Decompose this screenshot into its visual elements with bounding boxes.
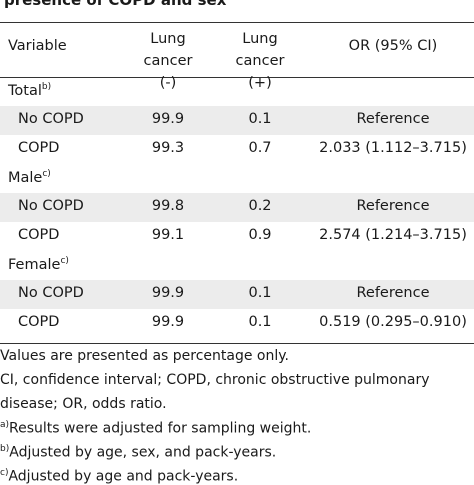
cell: 0.9 xyxy=(248,227,272,243)
cell: 0.7 xyxy=(248,140,272,156)
footnote-text: Adjusted by age, sex, and pack-years. xyxy=(9,444,277,461)
cell: 0.1 xyxy=(248,314,272,330)
footnote-text: CI, confidence interval; COPD, chronic o… xyxy=(0,372,430,388)
cell: Reference xyxy=(356,111,430,127)
cell: No COPD xyxy=(18,198,84,214)
footnote-marker: b) xyxy=(0,444,10,454)
header-cell: OR (95% CI) xyxy=(348,38,438,54)
footnote-marker: a) xyxy=(0,420,10,430)
footnote-text: Adjusted by age and pack-years. xyxy=(8,468,239,485)
cell: No COPD xyxy=(18,285,84,301)
row-shade xyxy=(0,193,474,222)
footnote-text: Values are presented as percentage only. xyxy=(0,348,289,364)
title: presence of COPD and sex xyxy=(4,0,227,9)
cell: 0.519 (0.295–0.910) xyxy=(319,314,467,330)
cell: COPD xyxy=(18,227,60,243)
cell: 99.9 xyxy=(151,111,185,127)
header-cell: Lung cancer (-) xyxy=(143,31,193,91)
footnote-marker: c) xyxy=(0,468,9,478)
cell: 0.1 xyxy=(248,285,272,301)
footnote-text: disease; OR, odds ratio. xyxy=(0,396,167,412)
footnote: c)Adjusted by age and pack-years. xyxy=(0,468,238,485)
cell: COPD xyxy=(18,140,60,156)
note-marker: b) xyxy=(41,82,52,92)
note-marker: c) xyxy=(42,169,51,179)
footnote: Values are presented as percentage only. xyxy=(0,348,289,364)
cell: 2.574 (1.214–3.715) xyxy=(319,227,467,243)
cell: 99.1 xyxy=(151,227,185,243)
footnote: b)Adjusted by age, sex, and pack-years. xyxy=(0,444,276,461)
cell: 2.033 (1.112–3.715) xyxy=(319,140,467,156)
section-label: Totalb) xyxy=(8,82,52,99)
header-rule xyxy=(0,77,474,78)
row-shade xyxy=(0,280,474,309)
row-shade xyxy=(0,106,474,135)
footnote: CI, confidence interval; COPD, chronic o… xyxy=(0,372,429,388)
footnote-text: Results were adjusted for sampling weigh… xyxy=(9,420,312,437)
section-label: Femalec) xyxy=(8,256,69,273)
cell: Reference xyxy=(356,198,430,214)
header-cell: Variable xyxy=(8,38,67,54)
cell: COPD xyxy=(18,314,60,330)
cell: 0.1 xyxy=(248,111,272,127)
cell: 99.9 xyxy=(151,314,185,330)
footnote: a)Results were adjusted for sampling wei… xyxy=(0,420,311,437)
note-marker: c) xyxy=(60,256,69,266)
cell: 99.3 xyxy=(151,140,185,156)
cell: Reference xyxy=(356,285,430,301)
cell: 99.9 xyxy=(151,285,185,301)
cell: 0.2 xyxy=(248,198,272,214)
cell: No COPD xyxy=(18,111,84,127)
header-cell: Lung cancer (+) xyxy=(235,31,285,91)
bottom-rule xyxy=(0,343,474,344)
cell: 99.8 xyxy=(151,198,185,214)
top-rule xyxy=(0,22,474,23)
section-label: Malec) xyxy=(8,169,51,186)
footnote: disease; OR, odds ratio. xyxy=(0,396,167,412)
